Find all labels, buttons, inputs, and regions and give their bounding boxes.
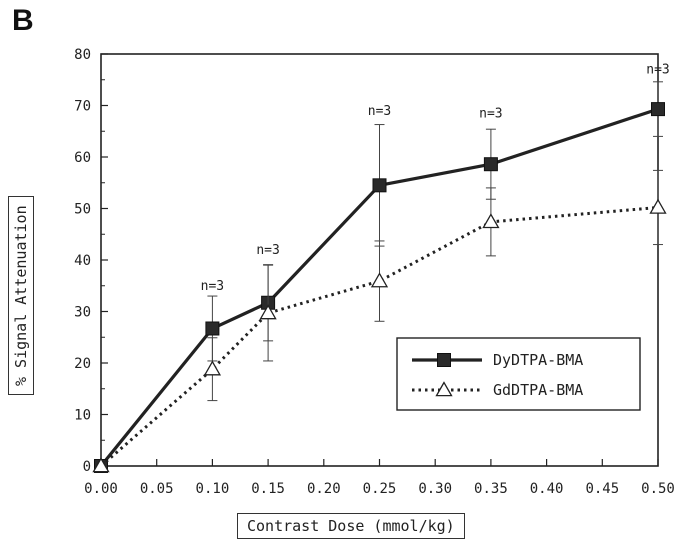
y-tick-label: 30 bbox=[74, 305, 91, 321]
n-annotation: n=3 bbox=[479, 106, 502, 121]
n-annotation: n=3 bbox=[368, 104, 391, 119]
y-tick-label: 80 bbox=[74, 47, 91, 63]
x-tick-label: 0.30 bbox=[418, 481, 452, 497]
y-tick-label: 0 bbox=[83, 459, 91, 475]
legend-label: GdDTPA-BMA bbox=[493, 381, 583, 399]
data-point-triangle bbox=[203, 360, 222, 376]
data-point-triangle bbox=[92, 457, 110, 473]
y-tick-label: 70 bbox=[74, 99, 91, 115]
x-tick-label: 0.20 bbox=[307, 481, 341, 497]
y-axis-label: % Signal Attenuation bbox=[8, 196, 34, 395]
data-point-triangle bbox=[649, 198, 667, 214]
series-line bbox=[99, 107, 659, 468]
data-point-square bbox=[483, 157, 498, 172]
y-tick-label: 40 bbox=[74, 253, 91, 269]
n-annotation: n=3 bbox=[256, 243, 279, 258]
legend-item: DyDTPA-BMA bbox=[412, 351, 583, 369]
x-tick-label: 0.05 bbox=[140, 481, 174, 497]
x-tick-label: 0.50 bbox=[641, 481, 675, 497]
data-point-triangle bbox=[435, 381, 453, 397]
data-point-square bbox=[651, 102, 665, 117]
x-tick-label: 0.10 bbox=[196, 481, 230, 497]
x-tick-label: 0.35 bbox=[474, 481, 508, 497]
annotations: n=3 n=3 n=3 n=3 n=3 bbox=[201, 63, 670, 294]
y-tick-label: 10 bbox=[74, 408, 91, 424]
x-tick-label: 0.40 bbox=[530, 481, 564, 497]
x-tick-label: 0.00 bbox=[84, 481, 118, 497]
legend-item: GdDTPA-BMA bbox=[412, 381, 583, 399]
panel-label: B bbox=[12, 4, 34, 37]
x-tick-label: 0.25 bbox=[363, 481, 397, 497]
y-tick-label: 20 bbox=[74, 356, 91, 372]
n-annotation: n=3 bbox=[646, 63, 669, 78]
legend-label: DyDTPA-BMA bbox=[493, 351, 583, 369]
x-axis-label: Contrast Dose (mmol/kg) bbox=[237, 513, 465, 539]
data-point-triangle bbox=[370, 272, 389, 288]
data-point-square bbox=[437, 353, 451, 367]
data-point-square bbox=[372, 178, 387, 193]
legend-box bbox=[396, 337, 641, 411]
data-point-square bbox=[205, 321, 220, 336]
series-layer bbox=[92, 81, 667, 473]
x-tick-label: 0.45 bbox=[585, 481, 619, 497]
data-point-triangle bbox=[482, 213, 500, 229]
axes: 0 10 20 30 40 50 60 70 80 0.00 0.05 0.10 0.15 0.20 0.2… bbox=[74, 47, 675, 497]
series-gddtpa-bma bbox=[92, 169, 667, 473]
y-tick-label: 60 bbox=[74, 150, 91, 166]
data-point-triangle bbox=[259, 304, 277, 320]
y-tick-label: 50 bbox=[74, 202, 91, 218]
legend: DyDTPA-BMA GdDTPA-BMA bbox=[396, 337, 641, 411]
x-tick-label: 0.15 bbox=[251, 481, 285, 497]
n-annotation: n=3 bbox=[201, 279, 224, 294]
